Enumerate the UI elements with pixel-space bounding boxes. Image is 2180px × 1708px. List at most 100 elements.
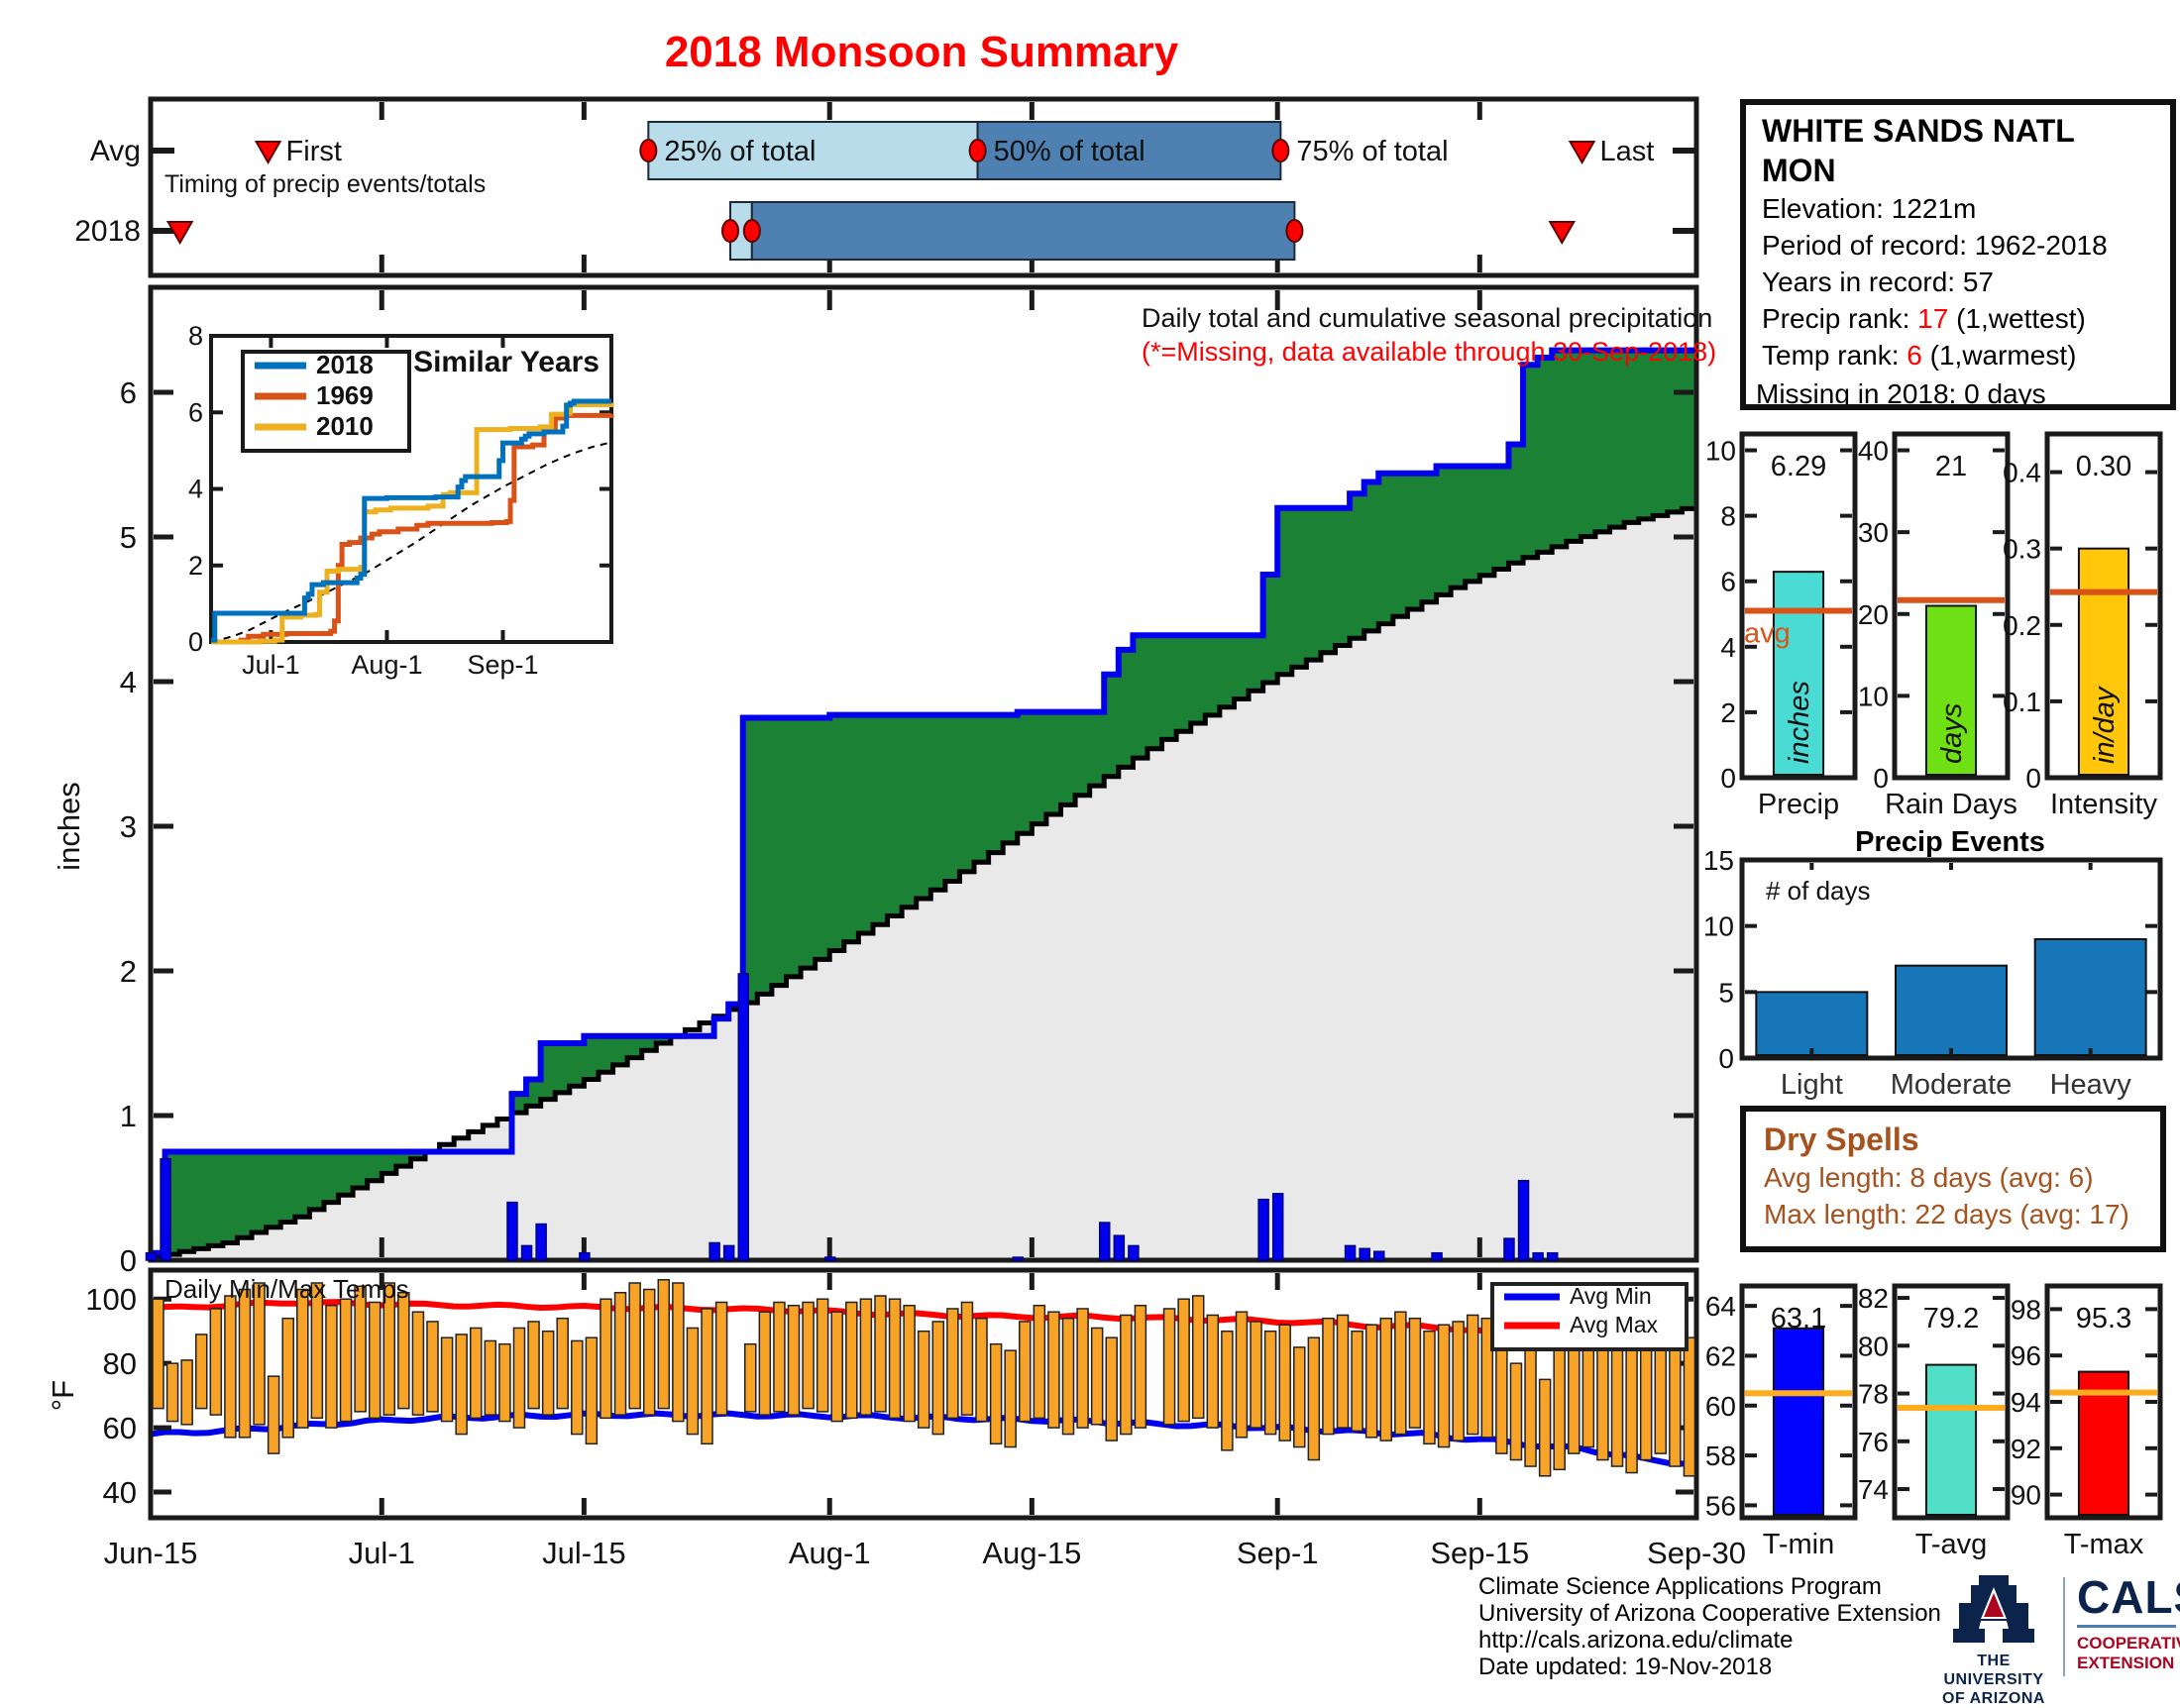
temp-range-bar [397,1291,410,1410]
average-cumulative-edge [151,504,1699,1260]
daily-precip-bar [823,1256,836,1261]
cals-coop-line1: COOPERATIVE [2077,1634,2180,1653]
daily-precip-bar [145,1251,158,1261]
svg-text:4: 4 [188,475,203,504]
gauge-precip: 0 2 4 6 8 10 6.29 inches avg Precip [1705,431,1858,820]
pct-marker-icon [639,139,658,162]
daily-precip-bar [1546,1251,1559,1261]
daily-precip-bar [506,1201,518,1261]
timing-note: Timing of precip events/totals [164,170,487,198]
dry-spells-avg: Avg length: 8 days (avg: 6) [1764,1162,2094,1193]
footer-line: Climate Science Applications Program [1478,1573,1882,1600]
svg-text:60: 60 [103,1411,137,1445]
temp-range-bar [1206,1314,1220,1429]
svg-text:10: 10 [1703,911,1734,942]
svg-text:8: 8 [1720,501,1736,532]
svg-text:Aug-1: Aug-1 [351,650,422,680]
svg-text:days: days [1936,703,1968,764]
svg-text:4: 4 [120,665,137,699]
page-title: 2018 Monsoon Summary [664,28,1179,76]
pct-marker-icon [1285,219,1304,243]
svg-text:30: 30 [1858,517,1889,548]
temp-range-bar [845,1301,858,1420]
temp-range-bar [830,1311,843,1423]
svg-text:Heavy: Heavy [2050,1069,2132,1101]
svg-text:5: 5 [120,520,137,555]
temp-range-bar [1263,1330,1277,1436]
temp-range-bar [672,1282,685,1423]
events-bar-moderate [1895,964,2008,1057]
temp-range-bar [498,1342,511,1423]
daily-precip-bar [535,1223,547,1261]
temp-range-bar [1278,1324,1291,1441]
svg-text:64: 64 [1705,1291,1736,1322]
daily-precip-bar [520,1244,533,1261]
svg-text:0.3: 0.3 [2003,534,2041,565]
university-of-arizona-logo: THE UNIVERSITY OF ARIZONA [1934,1573,2053,1708]
svg-text:Jun-15: Jun-15 [104,1536,198,1570]
temp-range-bar [787,1304,801,1416]
svg-text:56: 56 [1705,1490,1736,1521]
temp-range-bar [686,1327,700,1436]
svg-text:6: 6 [188,397,203,427]
svg-text:Jul-1: Jul-1 [349,1536,415,1570]
logo-divider [2063,1577,2065,1676]
svg-text:2: 2 [1720,697,1736,728]
svg-text:58: 58 [1705,1441,1736,1471]
svg-text:6: 6 [1720,567,1736,597]
svg-text:2010: 2010 [316,411,374,441]
footer-link[interactable]: http://cals.arizona.edu/climate [1478,1627,1794,1654]
gauge-bar-tmax [2077,1370,2130,1516]
svg-text:20: 20 [1858,599,1889,630]
first-marker-icon [165,221,194,246]
temp-legend: Avg Min Avg Max [1490,1282,1689,1351]
daily-precip-bar [1517,1179,1530,1261]
temp-range-bar [1336,1314,1350,1429]
svg-text:2: 2 [188,551,203,581]
svg-text:94: 94 [2011,1387,2041,1418]
temp-range-bar [1509,1362,1523,1461]
footer-credits: Climate Science Applications Program Uni… [1478,1573,1941,1680]
gauge-tavg: 74 76 78 80 82 79.2 T-avg [1858,1283,2011,1560]
svg-text:63.1: 63.1 [1771,1303,1826,1334]
daily-precip-bar [1012,1256,1025,1261]
svg-text:76: 76 [1858,1427,1889,1457]
station-years: Years in record: 57 [1762,267,1994,297]
temp-range-bar [484,1339,497,1416]
temp-range-bar [657,1278,671,1410]
temp-range-bar [701,1308,713,1445]
temp-range-bar [426,1321,439,1413]
temp-range-bar [1495,1342,1508,1454]
pct-marker-icon [968,139,987,162]
temp-range-bar [1191,1295,1205,1420]
svg-text:2018: 2018 [316,350,374,379]
svg-text:Aug-1: Aug-1 [789,1536,871,1570]
ua-text-line1: THE UNIVERSITY [1943,1653,2044,1688]
cals-wordmark: CALS [2077,1571,2180,1623]
temp-range-bar [1452,1321,1465,1441]
temp-range-bar [1235,1311,1249,1439]
station-temp-rank: Temp rank: 6 (1,warmest) [1762,340,2077,371]
daily-precip-bar [579,1251,591,1261]
daily-precip-bar [1344,1244,1357,1261]
svg-text:8: 8 [188,321,203,351]
station-name: WHITE SANDS NATL MON [1762,113,2075,188]
svg-text:2: 2 [120,954,137,989]
svg-text:21: 21 [1935,451,1967,482]
pct-marker-icon [1271,139,1290,162]
dry-spells-box: Dry Spells Avg length: 8 days (avg: 6) M… [1740,1106,2166,1252]
svg-text:in/day: in/day [2089,686,2121,764]
line-2010 [211,402,614,645]
daily-precip-bar [1113,1234,1126,1261]
temp-range-bar [1408,1317,1422,1429]
svg-text:0: 0 [1718,1043,1734,1074]
temp-range-bar [571,1339,584,1436]
svg-text:Sep-15: Sep-15 [1430,1536,1529,1570]
svg-text:Aug-15: Aug-15 [982,1536,1081,1570]
temp-range-bar [1394,1311,1407,1436]
svg-text:Last: Last [1600,136,1655,167]
temp-range-bar [1639,1334,1653,1461]
